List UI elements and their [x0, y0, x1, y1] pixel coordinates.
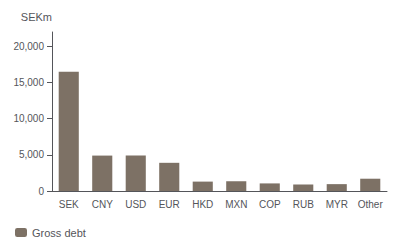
svg-text:COP: COP — [259, 199, 281, 210]
svg-text:10,000: 10,000 — [13, 113, 44, 124]
svg-text:MYR: MYR — [326, 199, 348, 210]
svg-text:SEKm: SEKm — [21, 11, 52, 23]
svg-text:Gross debt: Gross debt — [32, 227, 86, 239]
svg-text:SEK: SEK — [59, 199, 79, 210]
svg-text:USD: USD — [125, 199, 146, 210]
svg-text:MXN: MXN — [225, 199, 247, 210]
svg-text:0: 0 — [38, 186, 44, 197]
svg-text:RUB: RUB — [293, 199, 314, 210]
svg-text:5,000: 5,000 — [19, 149, 44, 160]
svg-text:Other: Other — [358, 199, 384, 210]
svg-text:CNY: CNY — [92, 199, 113, 210]
svg-text:20,000: 20,000 — [13, 41, 44, 52]
svg-text:EUR: EUR — [159, 199, 180, 210]
svg-text:15,000: 15,000 — [13, 77, 44, 88]
svg-text:HKD: HKD — [192, 199, 213, 210]
